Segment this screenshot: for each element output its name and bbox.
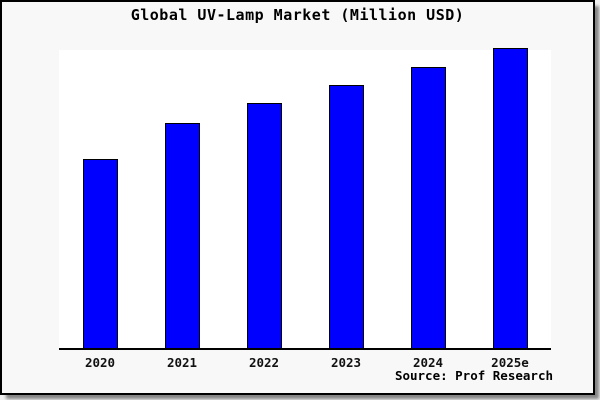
bar-2020 xyxy=(82,159,118,348)
bar-2025e xyxy=(492,48,528,348)
x-axis-label-2025e: 2025e xyxy=(491,355,529,370)
bar-2022 xyxy=(246,103,282,348)
bar-2021 xyxy=(164,123,200,348)
chart-card: Global UV-Lamp Market (Million USD) 2020… xyxy=(0,0,595,395)
x-axis-label-2021: 2021 xyxy=(166,355,198,370)
plot-area xyxy=(59,48,551,350)
x-axis-label-2022: 2022 xyxy=(248,355,280,370)
x-axis-label-2020: 2020 xyxy=(84,355,116,370)
x-axis-label-2024: 2024 xyxy=(412,355,444,370)
chart-title: Global UV-Lamp Market (Million USD) xyxy=(130,6,465,24)
x-axis-label-2023: 2023 xyxy=(330,355,362,370)
bar-2023 xyxy=(328,85,364,348)
source-note: Source: Prof Research xyxy=(394,368,553,383)
bar-2024 xyxy=(410,67,446,348)
